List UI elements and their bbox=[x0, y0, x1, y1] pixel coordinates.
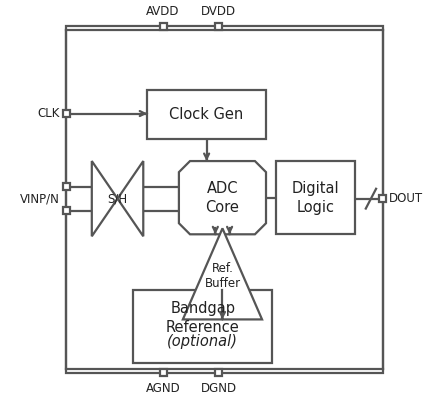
Bar bbox=[276, 161, 355, 234]
Bar bbox=[133, 290, 272, 363]
Bar bbox=[66, 26, 383, 373]
Text: ADC
Core: ADC Core bbox=[205, 180, 239, 215]
Text: (optional): (optional) bbox=[167, 334, 238, 349]
Text: S/H: S/H bbox=[108, 192, 128, 205]
Polygon shape bbox=[92, 161, 118, 236]
Polygon shape bbox=[183, 228, 262, 320]
Polygon shape bbox=[118, 161, 143, 236]
Text: DOUT: DOUT bbox=[389, 192, 423, 205]
Text: Ref.
Buffer: Ref. Buffer bbox=[205, 262, 240, 290]
Text: Bandgap
Reference: Bandgap Reference bbox=[166, 300, 239, 335]
Bar bbox=[62, 207, 69, 214]
Text: VINP/N: VINP/N bbox=[20, 192, 60, 205]
Bar bbox=[215, 23, 222, 30]
Bar bbox=[215, 369, 222, 376]
Text: AVDD: AVDD bbox=[146, 5, 180, 18]
Text: DVDD: DVDD bbox=[201, 5, 236, 18]
Text: Digital
Logic: Digital Logic bbox=[291, 180, 339, 215]
Bar bbox=[379, 195, 386, 202]
Text: Clock Gen: Clock Gen bbox=[170, 107, 244, 122]
Bar bbox=[160, 369, 166, 376]
Bar bbox=[147, 90, 266, 139]
Bar bbox=[160, 23, 166, 30]
Text: AGND: AGND bbox=[146, 382, 180, 394]
Bar bbox=[62, 183, 69, 190]
Bar bbox=[62, 110, 69, 117]
Polygon shape bbox=[179, 161, 266, 234]
Text: CLK: CLK bbox=[38, 107, 60, 120]
Text: DGND: DGND bbox=[201, 382, 236, 394]
